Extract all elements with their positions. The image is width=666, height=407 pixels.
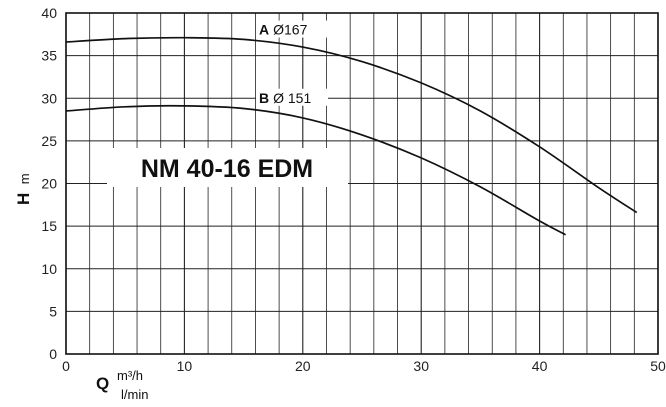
y-tick-label: 0 <box>49 346 57 362</box>
x-axis-label: Q m³/h l/min <box>96 368 148 402</box>
curve-diameter: Ø167 <box>273 22 307 38</box>
tick-labels: 0 10 20 30 40 50 0 5 10 15 20 25 30 35 40 <box>41 5 666 374</box>
y-axis-label: H m <box>14 173 33 205</box>
curve-letter: A <box>259 22 269 38</box>
performance-curves <box>65 36 638 236</box>
x-tick-label: 10 <box>177 358 193 374</box>
x-tick-label: 30 <box>413 358 429 374</box>
curve-letter: B <box>259 90 269 106</box>
x-tick-label: 20 <box>295 358 311 374</box>
model-title-background <box>107 148 348 187</box>
y-tick-label: 25 <box>41 133 57 149</box>
x-tick-label: 40 <box>532 358 548 374</box>
curve-label-a: A Ø167 <box>259 22 308 38</box>
y-axis-symbol: H <box>14 193 33 205</box>
y-tick-label: 10 <box>41 261 57 277</box>
model-title: NM 40-16 EDM <box>141 155 313 183</box>
curve-label-background <box>255 88 328 106</box>
y-axis-unit: m <box>17 173 32 184</box>
curve-labels: A Ø167 B Ø 151 <box>255 20 328 106</box>
y-tick-label: 5 <box>49 303 57 319</box>
x-tick-label: 50 <box>650 358 666 374</box>
x-axis-unit-top: m³/h <box>117 368 143 383</box>
y-tick-label: 35 <box>41 48 57 64</box>
curve-b <box>65 104 567 236</box>
y-tick-label: 40 <box>41 5 57 21</box>
y-tick-label: 30 <box>41 90 57 106</box>
svg-text:H m: H m <box>14 173 33 205</box>
y-tick-label: 15 <box>41 218 57 234</box>
curve-label-background <box>255 20 328 38</box>
x-axis-symbol: Q <box>96 374 109 393</box>
y-tick-label: 20 <box>41 176 57 192</box>
curve-a <box>65 36 638 214</box>
curve-diameter: Ø 151 <box>273 90 311 106</box>
plot-frame <box>65 12 659 355</box>
x-tick-label: 0 <box>62 358 70 374</box>
x-axis-unit-bottom: l/min <box>121 387 148 402</box>
